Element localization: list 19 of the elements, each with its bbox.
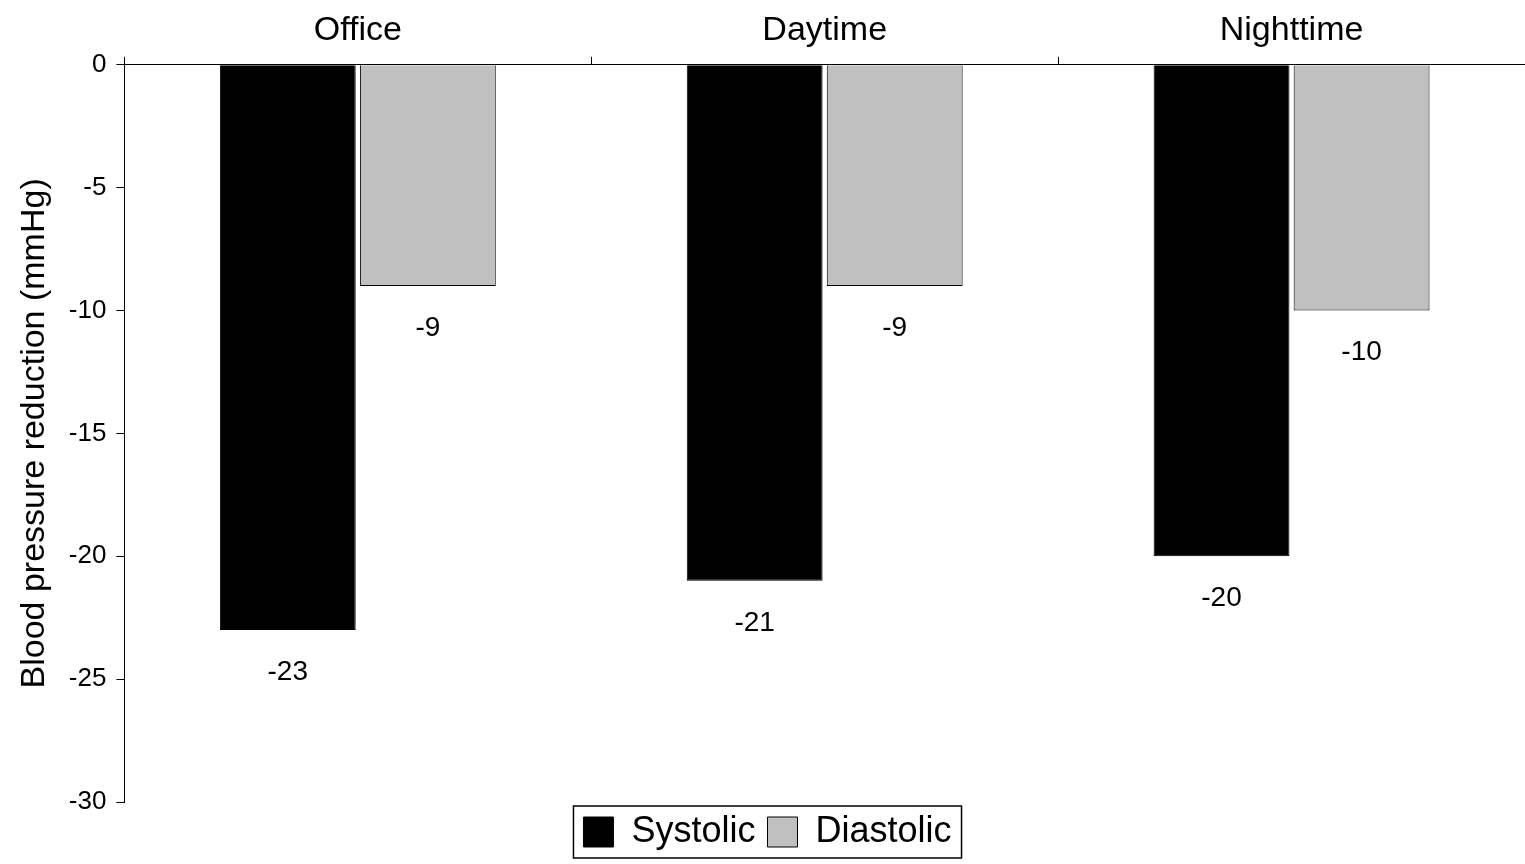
data-label: -21 bbox=[734, 605, 775, 637]
y-tick-label: -30 bbox=[68, 785, 107, 816]
data-label: -23 bbox=[267, 654, 309, 686]
x-tick-label: Daytime bbox=[762, 8, 888, 47]
data-label: -20 bbox=[1201, 580, 1242, 612]
y-axis-title: Blood pressure reduction (mmHg) bbox=[12, 178, 51, 689]
y-tick-label: -15 bbox=[68, 416, 107, 447]
data-label: -9 bbox=[882, 310, 908, 342]
legend-label: Diastolic bbox=[815, 808, 952, 850]
y-tick-label: -10 bbox=[68, 293, 107, 324]
data-label: -10 bbox=[1341, 335, 1382, 367]
y-tick-label: -5 bbox=[83, 170, 107, 201]
x-tick-label: Nighttime bbox=[1219, 8, 1364, 47]
x-tick-label: Office bbox=[313, 8, 402, 47]
y-tick-label: -20 bbox=[68, 539, 107, 570]
legend-label: Systolic bbox=[631, 808, 756, 850]
y-tick-label: -25 bbox=[68, 662, 107, 693]
data-label: -9 bbox=[415, 310, 441, 342]
y-tick-label: 0 bbox=[91, 47, 107, 78]
